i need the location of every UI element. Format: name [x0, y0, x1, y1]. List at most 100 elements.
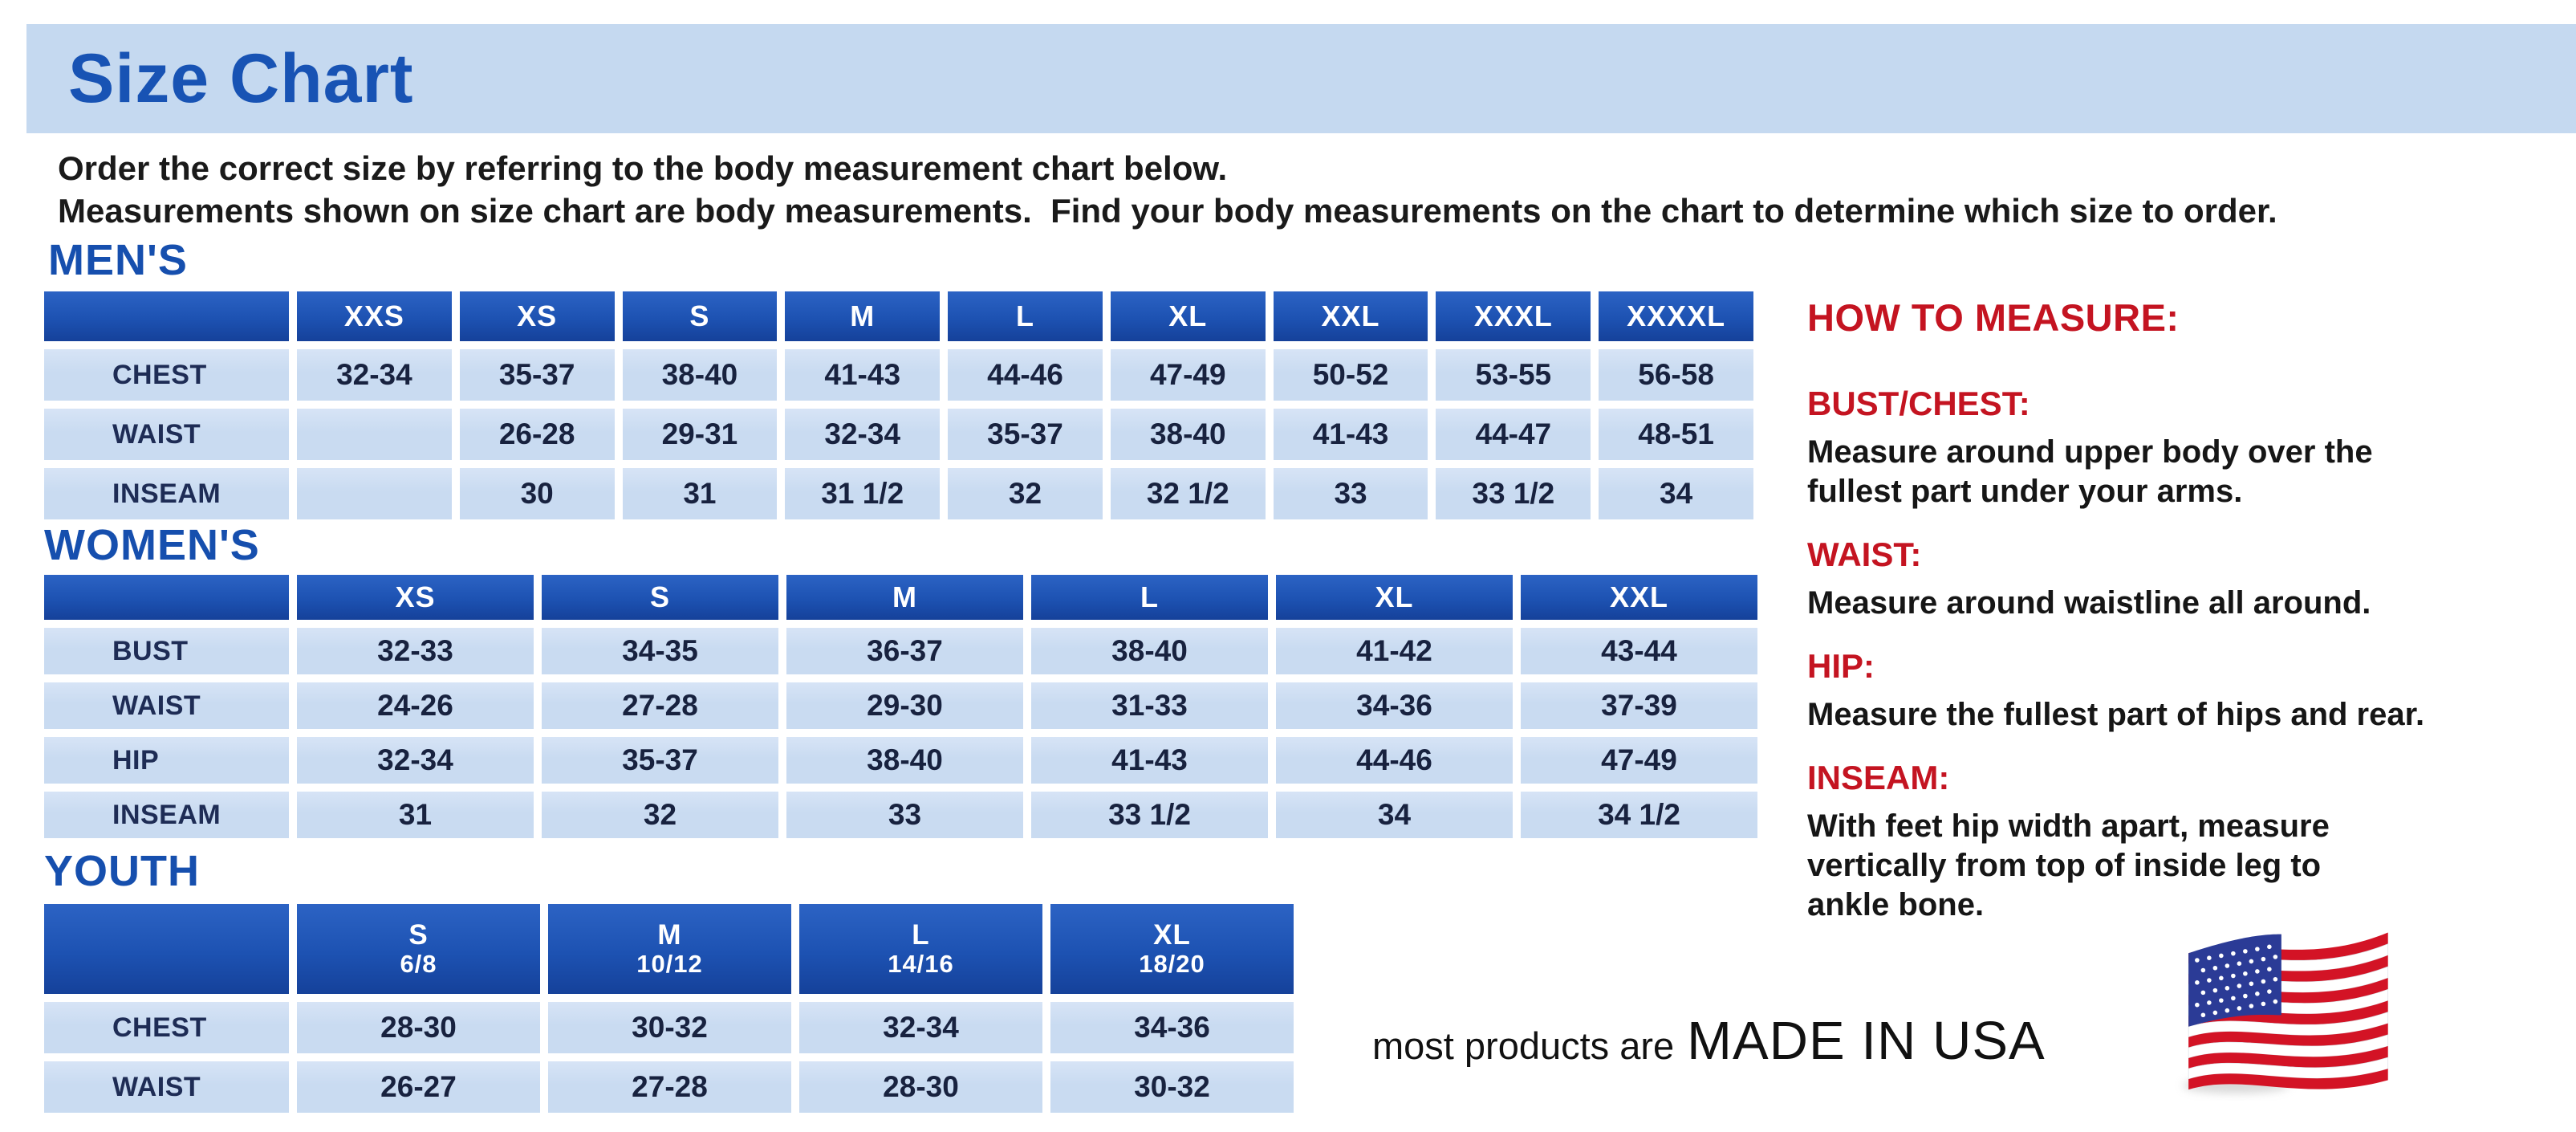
youth-size-table: S 6/8 M 10/12 L 14/16 XL 18/20 CHEST 28-30 30-32 32…: [44, 904, 1294, 1113]
size-header-cell: M: [786, 575, 1023, 620]
intro-text: Order the correct size by referring to t…: [58, 147, 2277, 232]
value-cell: 47-49: [1110, 349, 1266, 401]
value-cell: 53-55: [1436, 349, 1591, 401]
size-header-cell: L: [948, 291, 1103, 341]
value-cell: 24-26: [297, 682, 534, 729]
intro-line-1: Order the correct size by referring to t…: [58, 149, 1228, 187]
size-header-cell: S: [542, 575, 778, 620]
size-name: L: [912, 919, 930, 951]
value-cell: 31: [622, 468, 778, 519]
value-cell: 31-33: [1031, 682, 1268, 729]
value-cell: 35-37: [948, 409, 1103, 460]
measure-term: WAIST:: [1807, 535, 1922, 573]
measure-instruction-line: With feet hip width apart, measure: [1807, 808, 2330, 844]
row-label-cell: CHEST: [44, 1002, 289, 1053]
value-cell: 32: [542, 792, 778, 838]
value-cell: 29-30: [786, 682, 1023, 729]
value-cell: 38-40: [1110, 409, 1266, 460]
value-cell: 30-32: [1050, 1061, 1294, 1113]
measure-item: BUST/CHEST: Measure around upper body ove…: [1807, 385, 2562, 511]
row-label-cell: INSEAM: [44, 792, 289, 838]
value-cell: 44-46: [948, 349, 1103, 401]
value-cell: 38-40: [1031, 628, 1268, 674]
mens-heading: MEN'S: [48, 236, 188, 284]
value-cell: 38-40: [622, 349, 778, 401]
table-corner-cell: [44, 575, 289, 620]
made-in-usa: most products are MADE IN USA: [1372, 1010, 2046, 1072]
value-cell: 30-32: [548, 1002, 791, 1053]
value-cell: 35-37: [542, 737, 778, 784]
value-cell: 32: [948, 468, 1103, 519]
size-range: 18/20: [1139, 950, 1205, 979]
value-cell: 34-36: [1276, 682, 1513, 729]
table-corner-cell: [44, 904, 289, 994]
value-cell: 34 1/2: [1521, 792, 1757, 838]
intro-line-2: Measurements shown on size chart are bod…: [58, 192, 2277, 230]
size-name: M: [657, 919, 682, 951]
value-cell: 33: [786, 792, 1023, 838]
how-to-measure-title: HOW TO MEASURE:: [1807, 296, 2180, 339]
size-header-cell: M 10/12: [548, 904, 791, 994]
value-cell: 34-35: [542, 628, 778, 674]
value-cell: 31: [297, 792, 534, 838]
womens-heading: WOMEN'S: [44, 521, 260, 569]
size-header-cell: XS: [459, 291, 615, 341]
size-header-cell: L: [1031, 575, 1268, 620]
row-label-cell: WAIST: [44, 682, 289, 729]
page-title: Size Chart: [68, 39, 414, 117]
value-cell: 32 1/2: [1110, 468, 1266, 519]
size-header-cell: XXL: [1521, 575, 1757, 620]
size-header-cell: S 6/8: [297, 904, 540, 994]
womens-size-table: XS S M L XL XXL BUST 32-33 34-35 36-37 38-40 41-42 4…: [44, 575, 1757, 838]
measure-instruction-line: fullest part under your arms.: [1807, 474, 2243, 509]
made-in-usa-prefix: most products are: [1372, 1024, 1675, 1067]
measure-term: HIP:: [1807, 647, 1875, 685]
value-cell: 34: [1599, 468, 1753, 519]
value-cell: 30: [459, 468, 615, 519]
value-cell: 26-27: [297, 1061, 540, 1113]
row-label-cell: WAIST: [44, 1061, 289, 1113]
value-cell: 37-39: [1521, 682, 1757, 729]
size-header-cell: XXXXL: [1599, 291, 1753, 341]
measure-instruction-line: ankle bone.: [1807, 887, 1985, 922]
size-name: XL: [1153, 919, 1191, 951]
value-cell: 35-37: [459, 349, 615, 401]
measure-item: WAIST: Measure around waistline all aroun…: [1807, 535, 2562, 623]
size-header-cell: XS: [297, 575, 534, 620]
size-header-cell: L 14/16: [799, 904, 1042, 994]
measure-instruction-line: Measure the fullest part of hips and rea…: [1807, 697, 2425, 732]
value-cell: 26-28: [459, 409, 615, 460]
usa-flag-icon: [2163, 920, 2403, 1101]
value-cell: 33 1/2: [1436, 468, 1591, 519]
measure-instruction-line: vertically from top of inside leg to: [1807, 848, 2322, 883]
value-cell: 41-42: [1276, 628, 1513, 674]
value-cell: 32-34: [785, 409, 941, 460]
measure-instruction-line: Measure around waistline all around.: [1807, 585, 2371, 621]
value-cell: 43-44: [1521, 628, 1757, 674]
measure-item: INSEAM: With feet hip width apart, measur…: [1807, 759, 2562, 925]
value-cell: 33 1/2: [1031, 792, 1268, 838]
size-header-cell: S: [622, 291, 778, 341]
size-range: 6/8: [400, 950, 437, 979]
value-cell: 31 1/2: [785, 468, 941, 519]
how-to-measure-items: BUST/CHEST: Measure around upper body ove…: [1807, 385, 2562, 925]
value-cell: 34-36: [1050, 1002, 1294, 1053]
measure-term: INSEAM:: [1807, 759, 1950, 796]
value-cell: 28-30: [297, 1002, 540, 1053]
size-header-cell: XXS: [297, 291, 452, 341]
value-cell: 28-30: [799, 1061, 1042, 1113]
value-cell: 41-43: [1031, 737, 1268, 784]
value-cell: 44-46: [1276, 737, 1513, 784]
table-corner-cell: [44, 291, 289, 341]
row-label-cell: HIP: [44, 737, 289, 784]
size-range: 14/16: [888, 950, 954, 979]
value-cell: 27-28: [542, 682, 778, 729]
size-header-cell: M: [785, 291, 941, 341]
value-cell: 44-47: [1436, 409, 1591, 460]
value-cell: 34: [1276, 792, 1513, 838]
value-cell: 50-52: [1273, 349, 1428, 401]
flag-graphic: [2188, 932, 2389, 1090]
size-header-cell: XL 18/20: [1050, 904, 1294, 994]
size-name: S: [408, 919, 429, 951]
size-header-cell: XL: [1276, 575, 1513, 620]
